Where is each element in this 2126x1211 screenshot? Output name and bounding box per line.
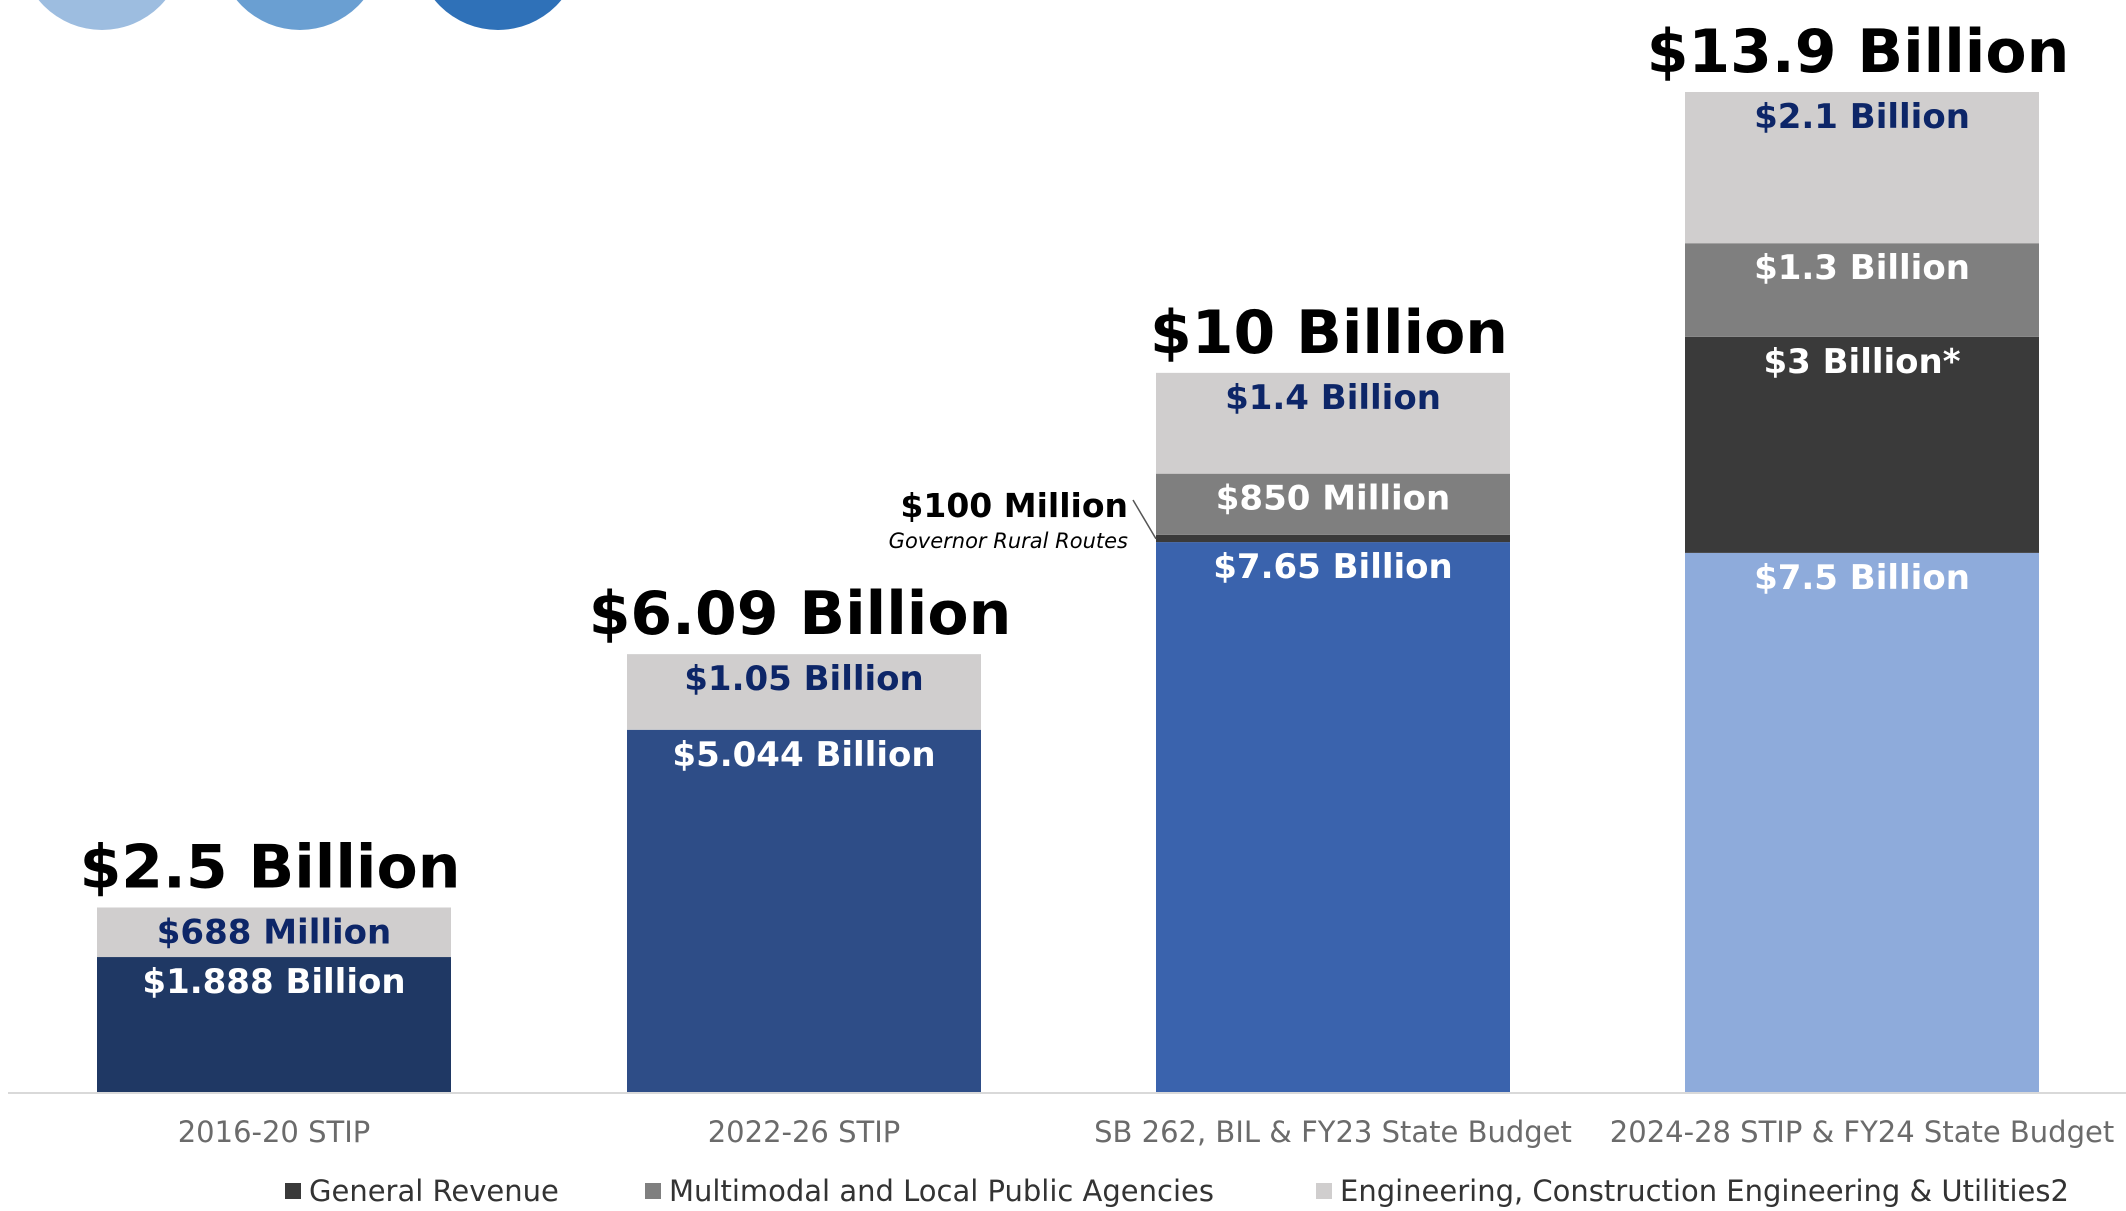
- rural-routes-callout: $100 Million Governor Rural Routes: [889, 486, 1157, 553]
- category-label-1: 2016-20 STIP: [178, 1115, 371, 1149]
- bar-4-segment-4: [1685, 92, 2039, 244]
- bar-3-segment-3: [1156, 473, 1510, 535]
- decorative-circle-1: [38, 0, 166, 30]
- callout-value-label: $100 Million: [900, 486, 1128, 525]
- category-label-4: 2024-28 STIP & FY24 State Budget: [1610, 1115, 2114, 1149]
- segment-label-7-65-billion: $7.65 Billion: [1213, 547, 1452, 587]
- bar-3-segment-2: [1156, 534, 1510, 543]
- total-label-2: $6.09 Billion: [589, 579, 1012, 649]
- labels-group: $1.888 Billion $688 Million $2.5 Billion $5…: [80, 17, 2070, 1002]
- bar-3-segment-1: [1156, 542, 1510, 1093]
- segment-label-850-million: $850 Million: [1216, 479, 1450, 519]
- segment-label-1-888-billion: $1.888 Billion: [142, 962, 405, 1002]
- category-label-2: 2022-26 STIP: [708, 1115, 901, 1149]
- decorative-circle-2: [236, 0, 364, 30]
- bar-1-segment-1: [97, 957, 451, 1093]
- total-label-3: $10 Billion: [1150, 298, 1508, 368]
- segment-label-2-1-billion: $2.1 Billion: [1754, 97, 1970, 137]
- bars-group: [97, 92, 2039, 1093]
- decorative-circle-3: [434, 0, 562, 30]
- bar-2-segment-1: [627, 729, 981, 1093]
- legend: General Revenue Multimodal and Local Publ…: [285, 1174, 2069, 1208]
- legend-label: General Revenue: [309, 1174, 559, 1208]
- segment-label-3-billion: $3 Billion*: [1763, 342, 1960, 382]
- decorative-circles: [38, 0, 562, 30]
- legend-swatch: [285, 1183, 301, 1199]
- total-label-4: $13.9 Billion: [1647, 17, 2070, 87]
- category-labels: 2016-20 STIP 2022-26 STIP SB 262, BIL & FY…: [178, 1115, 2114, 1149]
- legend-label: Engineering, Construction Engineering & …: [1340, 1174, 2069, 1208]
- callout-leader-line: [1132, 499, 1157, 540]
- legend-item-general-revenue: General Revenue: [285, 1174, 559, 1208]
- bar-1-segment-2: [97, 907, 451, 958]
- bar-3-segment-4: [1156, 372, 1510, 474]
- segment-label-1-3-billion: $1.3 Billion: [1754, 248, 1970, 288]
- bar-4-segment-1: [1685, 552, 2039, 1093]
- legend-item-multimodal-and-local-public-agencies: Multimodal and Local Public Agencies: [645, 1174, 1214, 1208]
- segment-label-7-5-billion: $7.5 Billion: [1754, 558, 1970, 598]
- bar-4-segment-3: [1685, 243, 2039, 337]
- segment-label-5-044-billion: $5.044 Billion: [672, 735, 935, 775]
- bar-2-segment-2: [627, 654, 981, 730]
- bar-4-segment-2: [1685, 336, 2039, 553]
- legend-swatch: [645, 1183, 661, 1199]
- legend-swatch: [1316, 1183, 1332, 1199]
- legend-item-engineering-construction-engineering-utilities2: Engineering, Construction Engineering & …: [1316, 1174, 2069, 1208]
- segment-label-688-million: $688 Million: [157, 912, 391, 952]
- category-label-3: SB 262, BIL & FY23 State Budget: [1094, 1115, 1572, 1149]
- segment-label-1-4-billion: $1.4 Billion: [1225, 378, 1441, 418]
- total-label-1: $2.5 Billion: [80, 832, 461, 902]
- legend-label: Multimodal and Local Public Agencies: [669, 1174, 1214, 1208]
- segment-label-1-05-billion: $1.05 Billion: [684, 659, 923, 699]
- callout-note-label: Governor Rural Routes: [889, 529, 1128, 553]
